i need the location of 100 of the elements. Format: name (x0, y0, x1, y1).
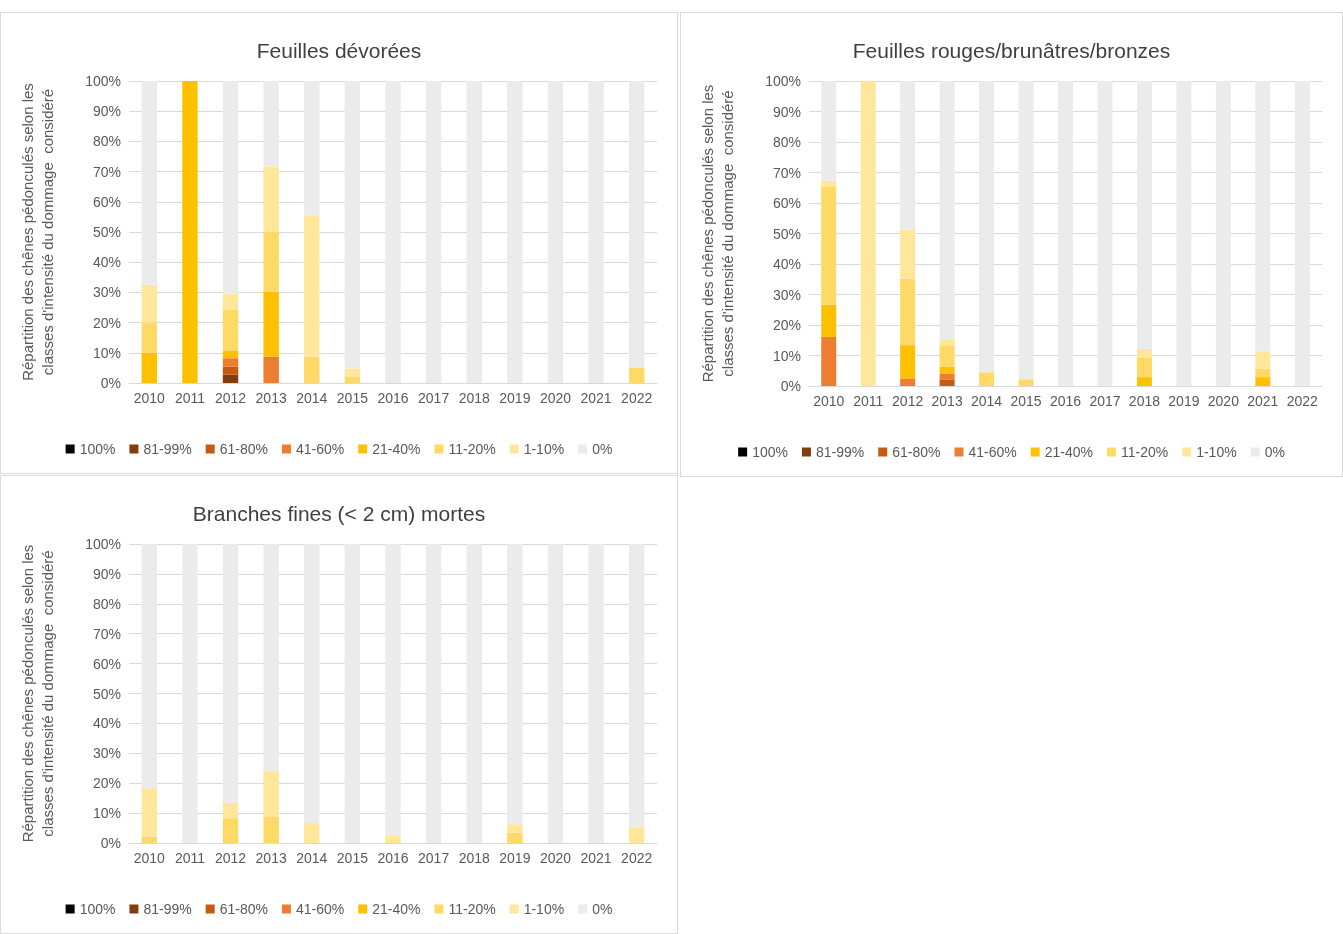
legend-label: 0% (592, 441, 613, 457)
bar (900, 378, 916, 386)
x-tick-label: 2018 (1128, 393, 1161, 409)
y-tick-label: 0% (100, 835, 121, 851)
bar (263, 291, 279, 357)
legend-label: 61-80% (219, 441, 268, 457)
bar (1136, 81, 1152, 349)
x-tick-label: 2019 (1168, 393, 1200, 409)
legend-label: 11-20% (448, 441, 496, 457)
x-tick-label: 2017 (418, 390, 450, 406)
y-axis-title: Répartition des chênes pédonculés selon les classes d'intensité du dommage considéré (18, 83, 56, 381)
bar (507, 824, 523, 833)
y-axis-title: Répartition des chênes pédonculés selon les classes d'intensité du dommage considéré (18, 544, 56, 843)
bar (507, 544, 523, 825)
x-tick-label: 2020 (539, 390, 572, 406)
bar (1255, 368, 1271, 378)
x-tick-label: 2016 (1049, 393, 1082, 409)
bar (900, 278, 916, 346)
bar (141, 81, 158, 285)
bar (222, 366, 239, 375)
bar (222, 802, 239, 819)
bar (821, 186, 837, 305)
bar (141, 284, 158, 323)
x-tick-label: 2012 (214, 390, 247, 406)
y-tick-label: 60% (92, 655, 121, 672)
y-tick-label: 30% (772, 286, 801, 303)
bar (1136, 377, 1152, 386)
y-tick-label: 40% (92, 254, 121, 271)
legend-label: 21-40% (1044, 444, 1093, 460)
bar (1255, 81, 1271, 352)
y-tick-label: 30% (92, 745, 121, 762)
bar (588, 81, 604, 383)
x-tick-label: 2021 (1247, 393, 1279, 409)
bar (385, 81, 401, 383)
bar (466, 81, 482, 383)
bar (628, 81, 645, 368)
bar (900, 229, 916, 279)
y-tick-label: 100% (765, 73, 801, 89)
bar (939, 373, 955, 380)
bar (141, 544, 158, 789)
bar (547, 81, 564, 383)
y-tick-label: 90% (92, 103, 121, 120)
bar (141, 788, 158, 837)
bar (939, 339, 955, 347)
bar (425, 81, 442, 383)
legend-label: 81-99% (815, 444, 865, 460)
bar (263, 232, 279, 292)
legend-label: 41-60% (295, 441, 345, 457)
x-tick-label: 2012 (892, 393, 924, 409)
y-tick-label: 100% (85, 536, 121, 552)
bar (1255, 377, 1271, 386)
bar (939, 81, 955, 340)
bar (628, 544, 645, 828)
legend-label: 41-60% (295, 901, 345, 917)
bar (860, 81, 876, 386)
x-tick-label: 2016 (377, 850, 409, 866)
x-tick-label: 2010 (133, 850, 166, 866)
bar (182, 81, 198, 383)
bar (466, 544, 482, 843)
y-axis-title: Répartition des chênes pédonculés selon les classes d'intensité du dommage considéré (698, 84, 736, 383)
bar (222, 350, 239, 359)
legend-label: 21-40% (372, 901, 421, 917)
legend-label: 1-10% (523, 441, 565, 457)
legend-label: 11-20% (1120, 444, 1169, 460)
chart-title: Feuilles dévorées (256, 39, 422, 62)
y-tick-label: 10% (92, 805, 121, 822)
x-tick-label: 2014 (296, 850, 328, 866)
bar (1018, 81, 1034, 380)
x-tick-label: 2014 (296, 390, 328, 406)
bar (588, 544, 604, 843)
legend-label: 0% (592, 901, 613, 917)
bar (263, 356, 279, 383)
legend-label: 1-10% (1196, 444, 1237, 460)
x-tick-label: 2019 (499, 390, 531, 406)
y-tick-label: 70% (92, 625, 121, 642)
bar (344, 544, 361, 843)
x-tick-label: 2017 (1089, 393, 1121, 409)
x-tick-label: 2018 (458, 850, 491, 866)
y-tick-label: 10% (92, 344, 121, 361)
bar (939, 346, 955, 367)
x-tick-label: 2012 (214, 850, 247, 866)
x-tick-label: 2021 (580, 390, 612, 406)
bar (263, 816, 279, 843)
chart-title: Branches fines (< 2 cm) mortes (192, 502, 486, 525)
y-tick-label: 80% (92, 133, 121, 150)
bar (547, 544, 564, 843)
bar (304, 356, 320, 383)
bar (141, 322, 158, 353)
bar (939, 379, 955, 386)
bar (263, 166, 279, 232)
x-tick-label: 2019 (499, 850, 531, 866)
y-tick-label: 80% (772, 134, 801, 150)
bar (1097, 81, 1113, 386)
y-tick-label: 90% (92, 565, 121, 582)
x-tick-label: 2015 (336, 850, 369, 866)
bar (1058, 81, 1073, 386)
bar (900, 81, 916, 230)
y-tick-label: 50% (92, 224, 121, 240)
bar (304, 81, 320, 216)
bar (222, 309, 239, 351)
